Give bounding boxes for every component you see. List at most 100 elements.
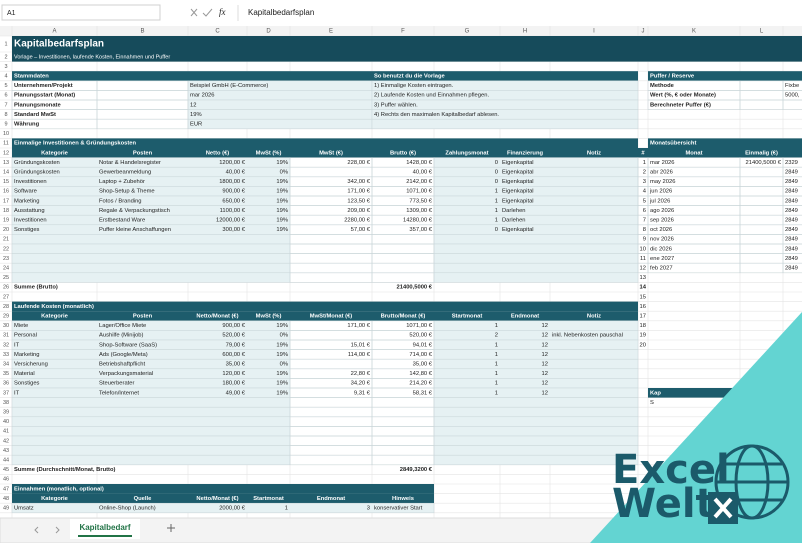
cell-text: Monat — [685, 150, 702, 156]
cell-text: 5 — [643, 198, 646, 204]
section-fill — [648, 71, 802, 81]
cell-text: Notiz — [587, 150, 601, 156]
cell-border — [782, 99, 802, 110]
cell-border — [782, 262, 802, 274]
cell-border — [782, 234, 802, 245]
cell-text: 19% — [276, 342, 288, 348]
cell-text: Methode — [650, 83, 675, 89]
cell-text: Gründungskosten — [14, 160, 60, 166]
cell-text: Eigenkapital — [502, 198, 534, 204]
sheet-tab-label[interactable]: Kapitalbedarf — [79, 523, 130, 532]
enter-icon[interactable] — [202, 8, 213, 17]
cell-text: 13 — [640, 275, 646, 281]
cell-text: Standard MwSt — [14, 112, 56, 118]
cell-text: 1 — [495, 198, 498, 204]
light-fill — [433, 205, 639, 216]
cell-text: Währung — [14, 122, 40, 128]
light-fill — [11, 349, 291, 360]
cell-text: MwSt/Monat (€) — [310, 314, 353, 320]
column-header: K — [692, 29, 696, 35]
sheet-tab[interactable] — [70, 519, 140, 539]
cell-text: Posten — [133, 150, 153, 156]
light-fill — [11, 387, 291, 398]
cell-text: 94,01 € — [413, 342, 433, 348]
cell-border — [289, 406, 373, 418]
light-fill — [433, 349, 639, 360]
cell-text: 1) Einmalige Kosten eintragen. — [374, 83, 454, 89]
cell-text: 79,00 € — [226, 342, 246, 348]
logo-line1: Excel — [612, 447, 730, 493]
light-fill — [433, 224, 639, 235]
section-fill — [12, 484, 434, 494]
light-fill — [11, 243, 291, 254]
cell-text: 40,00 € — [226, 170, 246, 176]
cell-text: Netto/Monat (€) — [196, 314, 238, 320]
title-fill — [12, 52, 802, 62]
cell-text: # — [641, 150, 645, 156]
cell-text: Hinweis — [392, 496, 414, 502]
cell-text: Investitionen — [14, 179, 47, 185]
cell-text: Summe (Brutto) — [14, 285, 58, 291]
light-fill — [187, 109, 373, 120]
cell-text: Versicherung — [14, 362, 48, 368]
tab-nav-arrows[interactable] — [34, 526, 60, 534]
cell-text: 19% — [276, 208, 288, 214]
cell-border — [96, 109, 189, 120]
light-fill — [11, 176, 291, 187]
cell-text: Laufende Kosten (monatlich) — [14, 304, 94, 310]
cell-text: 2849,3200 € — [400, 467, 433, 473]
cell-text: 1 — [495, 381, 498, 387]
light-fill — [11, 397, 291, 408]
cell-border — [782, 186, 802, 197]
cell-text: Ads (Google/Meta) — [99, 352, 148, 358]
cell-text: dic 2026 — [650, 246, 672, 252]
add-sheet[interactable] — [167, 524, 175, 532]
cell-text: mar 2026 — [650, 160, 675, 166]
column-header: A — [52, 29, 56, 35]
function-icon[interactable]: fx — [219, 7, 226, 17]
cell-text: 520,00 € — [409, 333, 432, 339]
cell-text: Steuerberater — [99, 381, 135, 387]
formula-text[interactable]: Kapitalbedarfsplan — [248, 8, 314, 17]
row-number: 10 — [3, 131, 9, 137]
row-number: 15 — [3, 179, 9, 185]
column-header: F — [401, 29, 405, 35]
cell-text: Berechneter Puffer (€) — [650, 102, 711, 108]
cell-text: 2849 — [785, 198, 798, 204]
cancel-icon[interactable] — [190, 8, 198, 17]
row-number: 40 — [3, 419, 9, 425]
cell-text: Regale & Verpackungstisch — [99, 208, 170, 214]
cell-text: 2280,00 € — [344, 218, 371, 224]
cell-text: MwSt (%) — [256, 150, 282, 156]
cell-text: 600,00 € — [222, 352, 245, 358]
cell-border — [289, 272, 373, 283]
cell-text: 1309,00 € — [406, 208, 433, 214]
cell-text: 1 — [643, 160, 646, 166]
row-number: 32 — [3, 342, 9, 348]
column-header: D — [266, 29, 271, 35]
cell-text: 57,00 € — [351, 227, 371, 233]
light-fill — [433, 234, 639, 245]
cell-text: Stammdaten — [14, 74, 49, 80]
light-fill — [11, 234, 291, 245]
row-number: 6 — [4, 93, 7, 99]
cell-text: 1 — [495, 390, 498, 396]
logo-background — [590, 312, 802, 543]
cell-text: 900,00 € — [222, 323, 245, 329]
cell-text: 14280,00 € — [403, 218, 433, 224]
cell-border — [371, 253, 435, 264]
light-fill — [433, 272, 639, 283]
cell-border — [739, 224, 784, 235]
cell-border — [289, 426, 373, 437]
cell-border — [371, 454, 435, 466]
row-number: 1 — [4, 41, 7, 47]
row-number: 11 — [3, 141, 9, 147]
name-box[interactable] — [1, 4, 161, 21]
row-number: 2 — [4, 54, 7, 60]
light-fill — [11, 454, 291, 466]
light-fill — [433, 435, 639, 446]
cell-text: Aushilfe (Minijob) — [99, 333, 144, 339]
cell-border — [371, 397, 435, 408]
